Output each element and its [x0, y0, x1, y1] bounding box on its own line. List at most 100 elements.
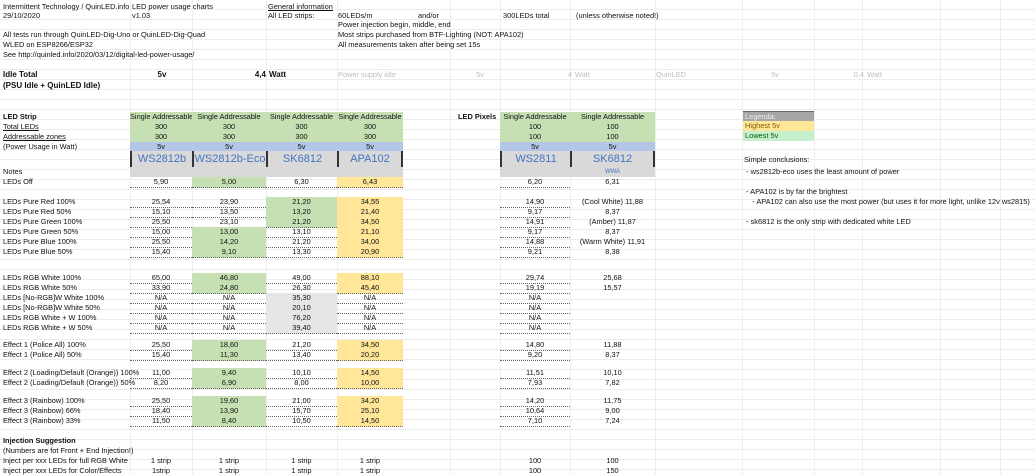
- strip-value-cell: 65,00: [130, 273, 192, 284]
- strip-value-cell: 10,10: [266, 368, 337, 379]
- strip-value-cell: 21,20: [266, 217, 337, 228]
- version-text: v1.03: [132, 11, 151, 20]
- row-label: Effect 1 (Police All) 50%: [3, 350, 82, 359]
- total-leds-label: Total LEDs: [3, 122, 39, 131]
- row-label: LEDs Pure Blue 50%: [3, 247, 73, 256]
- row-label: Effect 2 (Loading/Default (Orange)) 50%: [3, 378, 136, 387]
- injection-strip-cell: 1 strip: [291, 466, 312, 475]
- strip-value-cell: 13,30: [266, 247, 337, 258]
- pixel-value-cell: 11,88: [603, 340, 622, 349]
- strip-name-header: SK6812: [266, 151, 337, 167]
- strip-value-cell: 25,54: [130, 197, 192, 208]
- strip-value-cell: N/A: [192, 303, 266, 314]
- pixel-value-cell: 9,20: [500, 350, 570, 361]
- row-label: LEDs RGB White 100%: [3, 273, 82, 282]
- pixel-value-cell: 11,75: [603, 396, 622, 405]
- strip-value-cell: N/A: [337, 303, 403, 314]
- psu-idle-value: 4: [567, 70, 572, 79]
- strip-value-cell: N/A: [337, 323, 403, 334]
- strip-value-cell: 25,50: [130, 396, 192, 407]
- injection-pixel-cell: 100: [528, 456, 542, 465]
- conclusions-title: Simple conclusions:: [744, 155, 810, 164]
- strip-voltage: 5v: [337, 142, 403, 152]
- strip-value-cell: 8,40: [192, 416, 266, 427]
- pixel-value-cell: (Warm White) 11,91: [579, 237, 646, 246]
- pixel-value-cell: (Cool White) 11,88: [581, 197, 644, 206]
- general-info-heading: General information: [268, 2, 333, 11]
- row-label: LEDs Pure Green 50%: [3, 227, 79, 236]
- strip-value-cell: N/A: [192, 293, 266, 304]
- pixel-value-cell: 11,51: [500, 368, 570, 379]
- strip-value-cell: 11,00: [130, 368, 192, 379]
- strip-notes: [130, 167, 192, 177]
- injection-strip-cell: 1strip: [151, 466, 171, 475]
- strip-type: Single Addressable: [266, 112, 337, 122]
- see-link[interactable]: See http://quinled.info/2020/03/12/digit…: [3, 50, 195, 59]
- pixel-value-cell: 15,57: [603, 283, 622, 292]
- strip-value-cell: 49,00: [266, 273, 337, 284]
- pixel-value-cell: N/A: [500, 293, 570, 304]
- pixel-value-cell: 8,37: [605, 227, 620, 236]
- strip-value-cell: 15,40: [130, 247, 192, 258]
- pixel-value-cell: 8,37: [605, 350, 620, 359]
- notes-label: Notes: [3, 167, 23, 176]
- pixel-value-cell: 14,80: [500, 340, 570, 351]
- strip-type: Single Addressable: [337, 112, 403, 122]
- idle-total-label: Idle Total: [3, 70, 38, 79]
- info-line: All measurements taken after being set 1…: [338, 40, 481, 49]
- idle-sublabel: (PSU Idle + QuinLED Idle): [3, 81, 101, 90]
- pixel-value-cell: 9,21: [500, 247, 570, 258]
- strip-value-cell: 13,10: [266, 227, 337, 238]
- power-usage-label: (Power Usage in Watt): [3, 142, 78, 151]
- leds-total: 300LEDs total: [503, 11, 550, 20]
- document-title: LED power usage charts: [132, 2, 213, 11]
- conclusion-line: - APA102 can also use the most power (bu…: [744, 197, 1030, 206]
- strip-value-cell: 6,90: [192, 378, 266, 389]
- pixel-total-leds: 100: [570, 122, 655, 132]
- pixel-value-cell: 8,37: [605, 207, 620, 216]
- strip-value-cell: N/A: [130, 323, 192, 334]
- legend-title: Legenda:: [743, 111, 814, 121]
- pixel-value-cell: 14,91: [500, 217, 570, 228]
- strip-value-cell: 14,50: [337, 416, 403, 427]
- strip-value-cell: 11,50: [130, 416, 192, 427]
- strip-value-cell: N/A: [192, 313, 266, 324]
- strip-value-cell: N/A: [337, 313, 403, 324]
- pixel-value-cell: 6,20: [500, 177, 570, 188]
- idle-voltage: 5v: [157, 70, 167, 79]
- strip-type: Single Addressable: [192, 112, 266, 122]
- leds-per-m: 60LEDs/m: [338, 11, 373, 20]
- pixel-value-cell: [570, 303, 655, 313]
- tests-line: All tests run through QuinLED-Dig-Uno or…: [3, 30, 206, 39]
- addressable-zones-label: Addressable zones: [3, 132, 66, 141]
- row-label: LEDs Pure Red 100%: [3, 197, 76, 206]
- strip-value-cell: 21,20: [266, 237, 337, 248]
- strip-voltage: 5v: [130, 142, 192, 152]
- strip-total-leds: 300: [192, 122, 266, 132]
- strip-value-cell: N/A: [130, 293, 192, 304]
- strip-value-cell: 21,00: [266, 396, 337, 407]
- strip-notes: [192, 167, 266, 177]
- injection-strip-cell: 1 strip: [218, 456, 240, 465]
- strip-value-cell: 13,40: [266, 350, 337, 361]
- pixel-value-cell: 6,31: [605, 177, 620, 186]
- strip-value-cell: 5,00: [192, 177, 266, 188]
- pixel-value-cell: 14,20: [500, 396, 570, 407]
- pixel-type: Single Addressable: [500, 112, 570, 122]
- strip-value-cell: 13,50: [192, 207, 266, 218]
- strip-value-cell: 25,50: [130, 217, 192, 228]
- info-line: Most strips purchased from BTF-Lighting …: [338, 30, 524, 39]
- injection-pixel-cell: 150: [606, 466, 619, 475]
- injection-strip-cell: 1 strip: [218, 466, 240, 475]
- pixel-value-cell: N/A: [500, 313, 570, 324]
- pixel-notes: WWA: [570, 167, 655, 177]
- pixel-value-cell: 7,24: [605, 416, 620, 425]
- pixel-value-cell: 7,93: [500, 378, 570, 389]
- row-label: LEDs Off: [3, 177, 33, 186]
- quinled-idle-value: 0,4: [853, 70, 864, 79]
- all-led-strips-label: All LED strips:: [268, 11, 315, 20]
- pixel-value-cell: 19,19: [500, 283, 570, 294]
- strip-voltage: 5v: [266, 142, 337, 152]
- unless-noted: (unless otherwise noted!): [576, 11, 659, 20]
- strip-value-cell: N/A: [337, 293, 403, 304]
